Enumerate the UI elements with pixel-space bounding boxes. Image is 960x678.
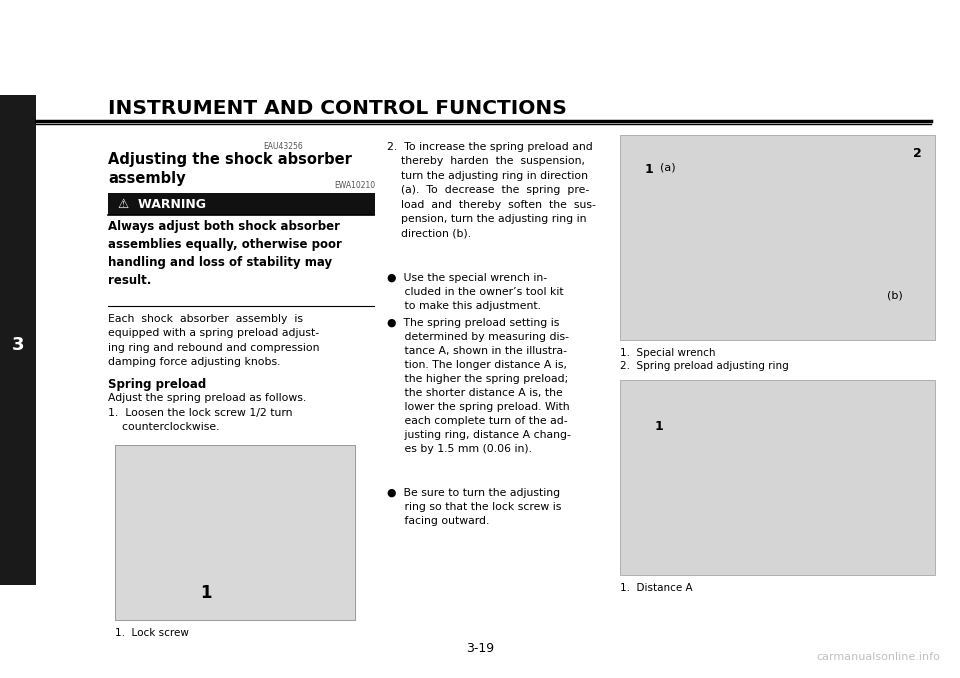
Text: Always adjust both shock absorber
assemblies equally, otherwise poor
handling an: Always adjust both shock absorber assemb… (108, 220, 342, 287)
Text: ●  Be sure to turn the adjusting
     ring so that the lock screw is
     facing: ● Be sure to turn the adjusting ring so … (387, 488, 562, 526)
Text: Adjust the spring preload as follows.: Adjust the spring preload as follows. (108, 393, 306, 403)
Bar (620, 380, 935, 575)
Text: 2.  Spring preload adjusting ring: 2. Spring preload adjusting ring (620, 361, 789, 371)
Text: Adjusting the shock absorber
assembly: Adjusting the shock absorber assembly (108, 152, 352, 186)
Text: Spring preload: Spring preload (108, 378, 206, 391)
Text: (b): (b) (887, 290, 902, 300)
Text: 1.  Special wrench: 1. Special wrench (620, 348, 715, 358)
Text: 1.  Lock screw: 1. Lock screw (115, 628, 189, 638)
Bar (108, 193, 375, 215)
Text: 2.  To increase the spring preload and
    thereby  harden  the  suspension,
   : 2. To increase the spring preload and th… (387, 142, 596, 239)
Text: 1.  Loosen the lock screw 1/2 turn
    counterclockwise.: 1. Loosen the lock screw 1/2 turn counte… (108, 408, 293, 432)
Text: EWA10210: EWA10210 (334, 181, 375, 190)
Text: 1: 1 (655, 420, 663, 433)
Text: ●  The spring preload setting is
     determined by measuring dis-
     tance A,: ● The spring preload setting is determin… (387, 318, 571, 454)
Text: 1: 1 (201, 584, 212, 602)
Bar (115, 445, 355, 620)
Text: 3-19: 3-19 (466, 641, 494, 654)
Text: Each  shock  absorber  assembly  is
equipped with a spring preload adjust-
ing r: Each shock absorber assembly is equipped… (108, 314, 320, 367)
Text: 2: 2 (913, 147, 922, 160)
Text: ●  Use the special wrench in-
     cluded in the owner’s tool kit
     to make t: ● Use the special wrench in- cluded in t… (387, 273, 564, 311)
Text: carmanualsonline.info: carmanualsonline.info (816, 652, 940, 662)
Bar (0, 95, 36, 585)
Text: INSTRUMENT AND CONTROL FUNCTIONS: INSTRUMENT AND CONTROL FUNCTIONS (108, 99, 566, 118)
Text: EAU43256: EAU43256 (263, 142, 302, 151)
Text: (a): (a) (660, 163, 676, 173)
Bar (620, 135, 935, 340)
Text: 1: 1 (645, 163, 654, 176)
Text: 3: 3 (12, 336, 24, 354)
Text: 1.  Distance A: 1. Distance A (620, 583, 692, 593)
Text: ⚠  WARNING: ⚠ WARNING (118, 197, 206, 210)
